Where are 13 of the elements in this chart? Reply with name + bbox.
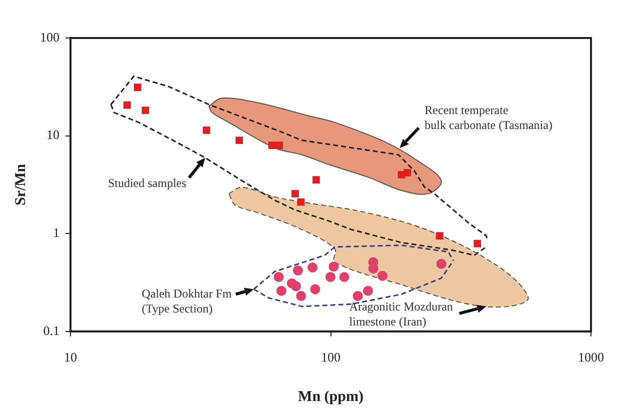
x-tick-label: 10 bbox=[64, 350, 77, 365]
annotation: Aragonitic Mozduran limestone (Iran) bbox=[349, 300, 453, 329]
x-axis-title: Mn (ppm) bbox=[298, 388, 364, 405]
x-tick-label: 100 bbox=[321, 350, 340, 365]
y-tick-label: 100 bbox=[40, 29, 60, 44]
y-tick-label: 10 bbox=[46, 127, 60, 142]
annotation: Studied samples bbox=[108, 176, 187, 190]
y-tick-label: 1 bbox=[53, 225, 60, 240]
annotation: Qaleh Dokhtar Fm (Type Section) bbox=[142, 286, 232, 316]
x-tick-label: 1000 bbox=[578, 350, 604, 365]
y-tick-label: 0.1 bbox=[43, 322, 60, 338]
annotation: Recent temperate bulk carbonate (Tasmania) bbox=[424, 103, 552, 132]
y-axis-title: Sr/Mn bbox=[12, 163, 29, 206]
